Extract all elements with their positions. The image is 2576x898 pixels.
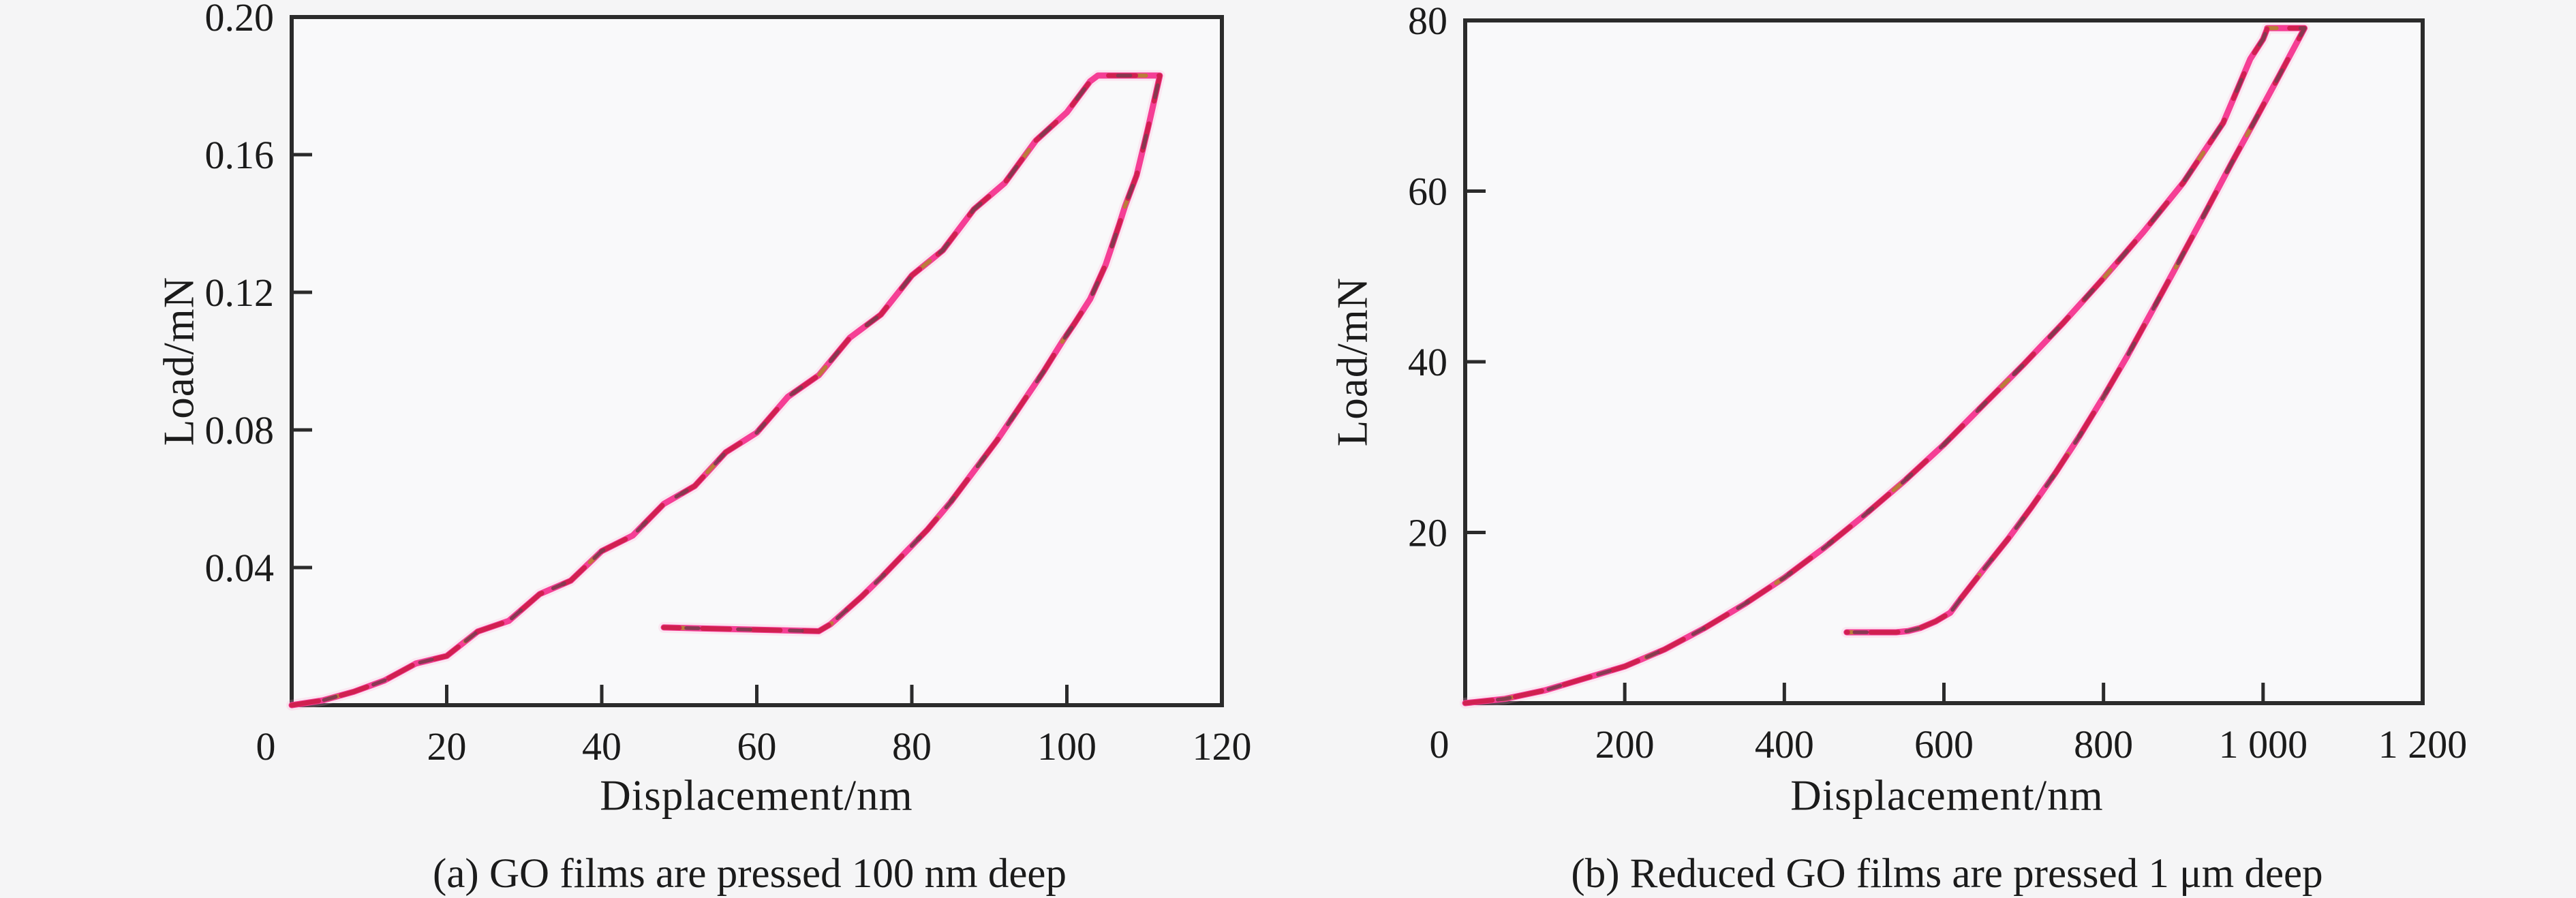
x-tick-label-a: 100 [1037, 724, 1097, 769]
caption-a: (a) GO films are pressed 100 nm deep [433, 851, 1067, 897]
caption-b: (b) Reduced GO films are pressed 1 μm de… [1571, 851, 2323, 897]
x-tick-label-a: 20 [427, 724, 467, 769]
load-displacement-curve-b-layer3 [1462, 25, 2307, 706]
y-tick-label-a: 0.04 [205, 546, 275, 590]
x-tick-label-a: 60 [737, 724, 777, 769]
x-tick-label-a: 120 [1193, 724, 1252, 769]
y-tick-label-a: 0.16 [205, 133, 275, 177]
plot-box-a [290, 15, 1224, 707]
y-tick-label-a: 0.20 [205, 0, 275, 40]
y-axis-label-b: Load/mN [1328, 277, 1377, 447]
y-tick-label-a: 0.12 [205, 270, 275, 315]
plot-box-b [1463, 18, 2425, 705]
x-tick-label-a: 40 [582, 724, 622, 769]
y-tick-label-b: 40 [1408, 340, 1447, 384]
x-tick-label-a: 0 [256, 724, 276, 769]
x-tick-label-b: 400 [1755, 722, 1814, 767]
x-tick-label-b: 0 [1430, 722, 1450, 767]
load-displacement-curve-a-layer3 [289, 73, 1163, 708]
y-axis-label-a: Load/mN [155, 276, 203, 446]
x-axis-label-a: Displacement/nm [600, 771, 913, 820]
x-axis-label-b: Displacement/nm [1790, 771, 2104, 820]
y-tick-label-a: 0.08 [205, 408, 275, 452]
x-tick-label-b: 1 200 [2378, 722, 2468, 767]
x-tick-label-b: 800 [2074, 722, 2133, 767]
y-tick-label-b: 20 [1408, 511, 1447, 555]
x-tick-label-b: 600 [1914, 722, 1974, 767]
y-tick-label-b: 80 [1408, 0, 1447, 43]
x-tick-label-b: 1 000 [2219, 722, 2308, 767]
x-tick-label-a: 80 [892, 724, 932, 769]
x-tick-label-b: 200 [1595, 722, 1655, 767]
y-tick-label-b: 60 [1408, 170, 1447, 214]
chart-a-group: 0 20 40 60 80 100 120 0.04 0.08 0.12 0.16 0.20 [205, 0, 1252, 769]
chart-b-group: 0 200 400 600 800 1 000 1 200 20 40 60 80 [1408, 0, 2467, 767]
